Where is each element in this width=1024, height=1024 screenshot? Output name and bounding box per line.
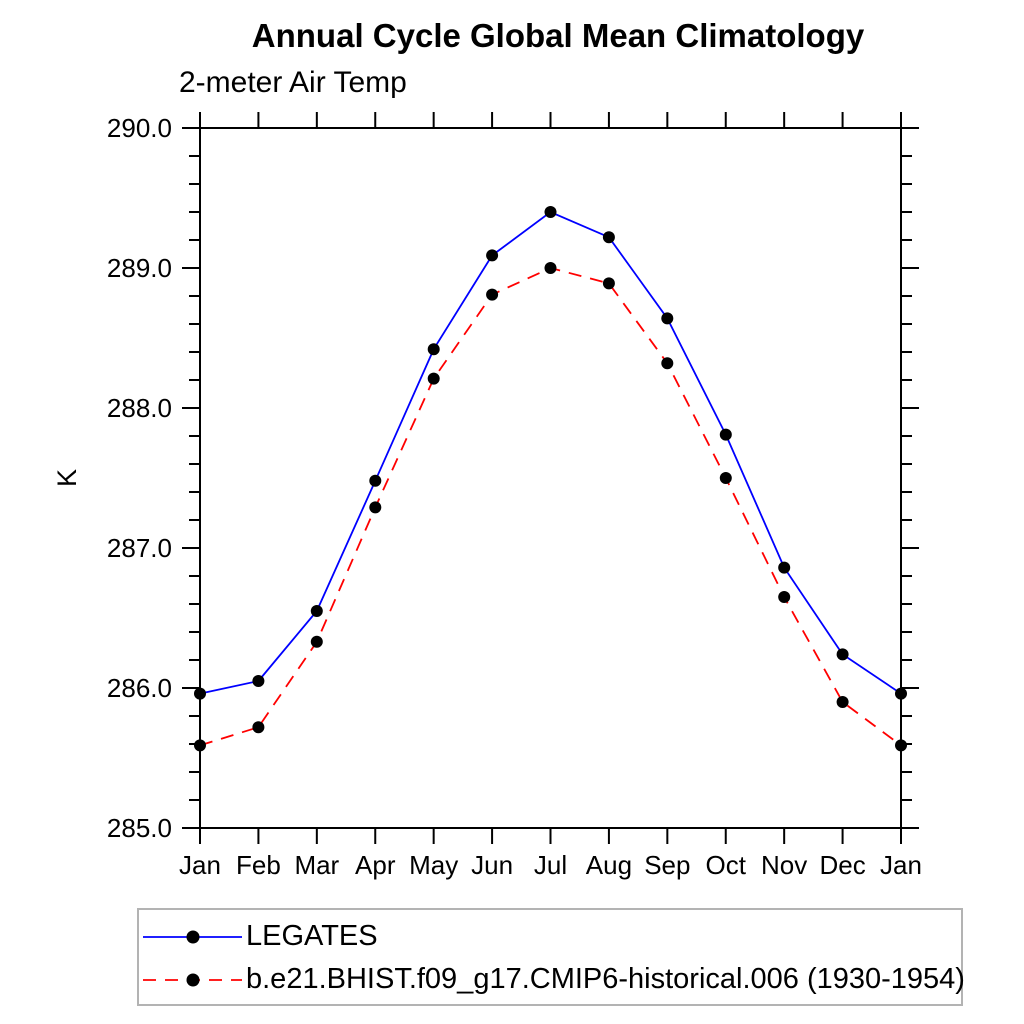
legend-line-sample: [143, 930, 242, 943]
data-point-marker: [778, 591, 791, 603]
data-point-marker: [369, 474, 382, 487]
x-tick-label: Feb: [236, 850, 281, 880]
data-point-marker: [310, 605, 323, 617]
x-tick-label: Sep: [644, 850, 690, 880]
x-tick-label: Mar: [294, 850, 339, 880]
data-point-marker: [427, 343, 440, 356]
x-tick-label: Jan: [880, 850, 922, 880]
legend-marker-icon: [186, 930, 200, 943]
x-tick-label: Jul: [534, 850, 567, 880]
data-point-marker: [194, 687, 206, 700]
legend-label: LEGATES: [246, 920, 378, 952]
x-tick-label: Dec: [819, 850, 865, 880]
y-axis-title: K: [52, 469, 82, 487]
series-line-0: [199, 210, 902, 695]
x-tick-label: Oct: [706, 850, 747, 880]
y-tick-label: 288.0: [107, 393, 172, 423]
legend-marker-icon: [186, 973, 200, 986]
data-point-marker: [719, 472, 732, 484]
data-point-marker: [486, 249, 499, 262]
data-point-marker: [427, 372, 440, 385]
x-tick-label: Jan: [179, 850, 221, 880]
data-point-marker: [836, 696, 849, 708]
data-point-marker: [544, 262, 557, 274]
data-point-marker: [369, 501, 382, 514]
data-point-marker: [836, 648, 849, 661]
x-tick-label: Aug: [586, 850, 632, 880]
x-tick-label: Jun: [471, 850, 513, 880]
y-tick-label: 290.0: [107, 113, 172, 143]
data-point-marker: [895, 687, 907, 700]
data-point-marker: [602, 277, 615, 290]
legend-line-sample: [143, 973, 242, 986]
y-tick-label: 286.0: [107, 673, 172, 703]
data-point-marker: [310, 635, 323, 648]
legend-entry-0: LEGATES: [139, 915, 961, 958]
data-point-marker: [252, 675, 265, 687]
data-point-marker: [895, 739, 907, 752]
x-tick-label: Nov: [761, 850, 807, 880]
data-point-marker: [602, 231, 615, 244]
y-tick-label: 287.0: [107, 533, 172, 563]
data-point-marker: [544, 206, 557, 218]
y-tick-label: 289.0: [107, 253, 172, 283]
series-line-1: [199, 267, 902, 747]
data-point-marker: [719, 428, 732, 441]
y-tick-label: 285.0: [107, 813, 172, 843]
x-tick-label: May: [409, 850, 458, 880]
data-point-marker: [661, 357, 674, 370]
legend-label: b.e21.BHIST.f09_g17.CMIP6-historical.006…: [246, 963, 965, 995]
plot-border: [199, 127, 902, 829]
chart-subtitle: 2-meter Air Temp: [179, 66, 407, 99]
data-point-marker: [252, 721, 265, 734]
data-point-marker: [661, 312, 674, 325]
chart-title: Annual Cycle Global Mean Climatology: [251, 17, 865, 54]
data-point-marker: [194, 739, 206, 752]
legend: LEGATES b.e21.BHIST.f09_g17.CMIP6-histori…: [137, 908, 965, 1006]
data-point-marker: [486, 288, 499, 301]
data-point-marker: [778, 561, 791, 574]
legend-entry-1: b.e21.BHIST.f09_g17.CMIP6-historical.006…: [139, 958, 965, 1001]
x-tick-label: Apr: [355, 850, 396, 880]
